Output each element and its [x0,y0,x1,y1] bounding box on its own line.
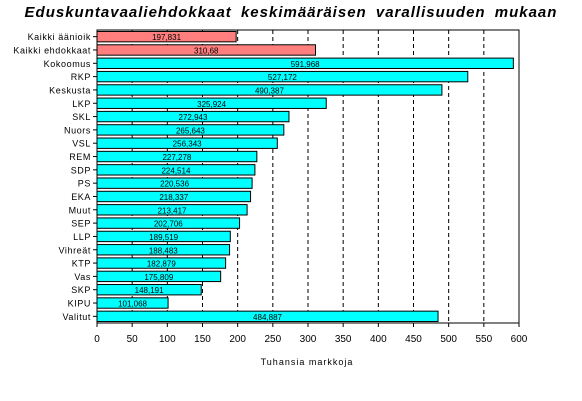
data-label: 188,483 [149,246,178,255]
y-tick-label: Vihreät [58,245,91,255]
y-tick-label: Valitut [62,312,91,322]
data-label: 101,068 [118,300,147,309]
data-label: 265,643 [176,126,205,135]
y-tick-label: VSL [72,139,91,149]
data-label: 218,337 [159,193,188,202]
y-tick-label: SKP [71,285,91,295]
data-label: 272,943 [179,113,208,122]
data-label: 213,417 [158,206,187,215]
x-tick-label: 350 [335,334,352,345]
y-tick-label: REM [69,152,91,162]
data-label: 197,831 [152,33,181,42]
data-label: 310,68 [194,46,219,55]
bars: 197,831 310,68 591,968 527,172 490,387 325,92… [96,30,514,323]
x-tick-label: 500 [440,334,457,345]
data-label: 220,536 [160,180,189,189]
x-tick-label: 150 [194,334,211,345]
y-tick-label: Nuors [64,125,91,135]
data-label: 325,924 [197,100,226,109]
x-axis-title: Tuhansia markkoja [261,357,354,367]
y-tick-label: Vas [74,272,91,282]
data-label: 527,172 [268,73,297,82]
data-label: 202,706 [154,220,183,229]
chart-title: Eduskuntavaaliehdokkaat keskimääräisen v… [24,4,558,21]
x-tick-label: 50 [127,334,139,345]
x-tick-label: 600 [511,334,528,345]
x-tick-label: 100 [159,334,176,345]
y-tick-label: SKL [72,112,91,122]
y-tick-label: SDP [71,165,91,175]
data-label: 189,519 [149,233,178,242]
x-tick-label: 550 [475,334,492,345]
y-tick-label: KIPU [68,299,91,309]
y-tick-label: EKA [71,192,91,202]
y-tick-label: Kaikki äänioik [28,32,91,42]
y-tick-label: SEP [71,219,91,229]
data-label: 224,514 [161,166,190,175]
data-label: 175,809 [144,273,173,282]
data-label: 227,278 [162,153,191,162]
x-tick-label: 200 [229,334,246,345]
x-tick-label: 400 [370,334,387,345]
y-tick-label: Kokoomus [44,59,91,69]
data-label: 490,387 [255,86,284,95]
y-tick-label: LLP [73,232,91,242]
y-tick-label: Keskusta [49,85,91,95]
data-label: 182,879 [147,260,176,269]
y-tick-label: KTP [72,259,91,269]
y-tick-label: Kaikki ehdokkaat [13,45,91,55]
data-label: 484,887 [253,313,282,322]
y-tick-label: Muut [69,205,91,215]
data-label: 256,343 [173,140,202,149]
x-tick-label: 450 [405,334,422,345]
x-tick-label: 0 [94,334,100,345]
y-tick-label: LKP [72,99,91,109]
x-tick-label: 250 [264,334,281,345]
axes: 0 50 100 150 200 250 300 350 400 450 500 550 600 Kaik… [13,29,528,345]
data-label: 148,191 [135,286,164,295]
y-tick-label: PS [78,179,91,189]
y-tick-label: RKP [71,72,91,82]
data-label: 591,968 [291,60,320,69]
x-tick-label: 300 [300,334,317,345]
